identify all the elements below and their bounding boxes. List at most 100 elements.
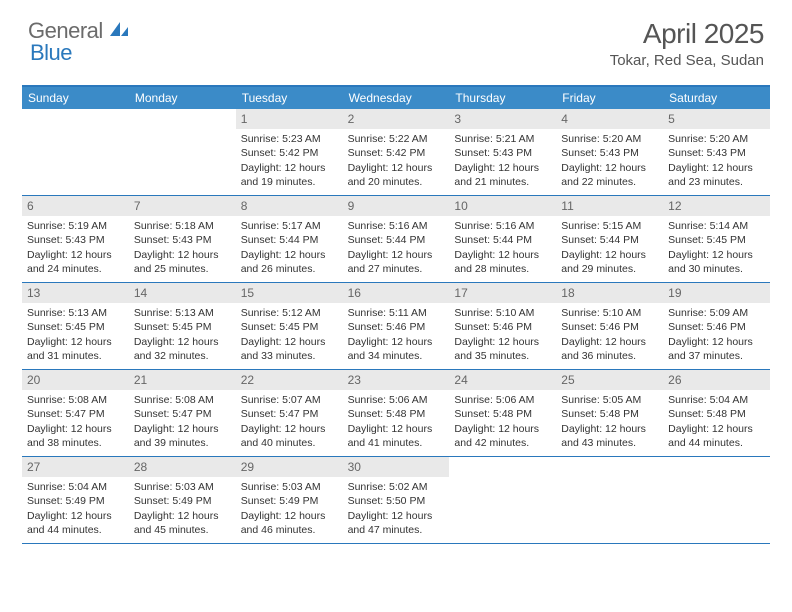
day-number: 18 — [556, 283, 663, 303]
day-cell: 2Sunrise: 5:22 AMSunset: 5:42 PMDaylight… — [343, 109, 450, 195]
sunrise-text: Sunrise: 5:17 AM — [241, 219, 338, 233]
sunset-text: Sunset: 5:44 PM — [348, 233, 445, 247]
daylight-text: Daylight: 12 hours and 39 minutes. — [134, 422, 231, 450]
daylight-text: Daylight: 12 hours and 28 minutes. — [454, 248, 551, 276]
sunrise-text: Sunrise: 5:04 AM — [27, 480, 124, 494]
daylight-text: Daylight: 12 hours and 46 minutes. — [241, 509, 338, 537]
sunrise-text: Sunrise: 5:12 AM — [241, 306, 338, 320]
day-cell: 24Sunrise: 5:06 AMSunset: 5:48 PMDayligh… — [449, 370, 556, 456]
sunrise-text: Sunrise: 5:13 AM — [27, 306, 124, 320]
sunset-text: Sunset: 5:43 PM — [561, 146, 658, 160]
day-number: 4 — [556, 109, 663, 129]
sunrise-text: Sunrise: 5:08 AM — [27, 393, 124, 407]
day-body: Sunrise: 5:08 AMSunset: 5:47 PMDaylight:… — [129, 390, 236, 454]
sunset-text: Sunset: 5:45 PM — [27, 320, 124, 334]
sunrise-text: Sunrise: 5:23 AM — [241, 132, 338, 146]
day-number: 7 — [129, 196, 236, 216]
day-cell: 17Sunrise: 5:10 AMSunset: 5:46 PMDayligh… — [449, 283, 556, 369]
daylight-text: Daylight: 12 hours and 43 minutes. — [561, 422, 658, 450]
sunrise-text: Sunrise: 5:15 AM — [561, 219, 658, 233]
weeks-container: ..1Sunrise: 5:23 AMSunset: 5:42 PMDaylig… — [22, 109, 770, 544]
logo-sail-icon — [108, 20, 130, 43]
day-number: 3 — [449, 109, 556, 129]
day-body: Sunrise: 5:05 AMSunset: 5:48 PMDaylight:… — [556, 390, 663, 454]
day-number: 5 — [663, 109, 770, 129]
day-cell: 19Sunrise: 5:09 AMSunset: 5:46 PMDayligh… — [663, 283, 770, 369]
sunset-text: Sunset: 5:47 PM — [134, 407, 231, 421]
day-body: Sunrise: 5:11 AMSunset: 5:46 PMDaylight:… — [343, 303, 450, 367]
day-cell: 8Sunrise: 5:17 AMSunset: 5:44 PMDaylight… — [236, 196, 343, 282]
daylight-text: Daylight: 12 hours and 33 minutes. — [241, 335, 338, 363]
day-number: 30 — [343, 457, 450, 477]
sunset-text: Sunset: 5:43 PM — [668, 146, 765, 160]
day-cell: 14Sunrise: 5:13 AMSunset: 5:45 PMDayligh… — [129, 283, 236, 369]
sunset-text: Sunset: 5:43 PM — [134, 233, 231, 247]
daylight-text: Daylight: 12 hours and 44 minutes. — [668, 422, 765, 450]
daylight-text: Daylight: 12 hours and 44 minutes. — [27, 509, 124, 537]
day-body: Sunrise: 5:04 AMSunset: 5:49 PMDaylight:… — [22, 477, 129, 541]
day-cell: . — [663, 457, 770, 543]
daylight-text: Daylight: 12 hours and 31 minutes. — [27, 335, 124, 363]
sunset-text: Sunset: 5:48 PM — [561, 407, 658, 421]
day-cell: 9Sunrise: 5:16 AMSunset: 5:44 PMDaylight… — [343, 196, 450, 282]
day-cell: . — [129, 109, 236, 195]
day-number: 21 — [129, 370, 236, 390]
daylight-text: Daylight: 12 hours and 34 minutes. — [348, 335, 445, 363]
day-number: 10 — [449, 196, 556, 216]
weekday-header: Sunday — [22, 87, 129, 109]
sunset-text: Sunset: 5:47 PM — [27, 407, 124, 421]
day-cell: 5Sunrise: 5:20 AMSunset: 5:43 PMDaylight… — [663, 109, 770, 195]
day-number: 2 — [343, 109, 450, 129]
day-body: Sunrise: 5:16 AMSunset: 5:44 PMDaylight:… — [343, 216, 450, 280]
location-text: Tokar, Red Sea, Sudan — [610, 52, 764, 69]
sunset-text: Sunset: 5:45 PM — [134, 320, 231, 334]
daylight-text: Daylight: 12 hours and 25 minutes. — [134, 248, 231, 276]
day-cell: 22Sunrise: 5:07 AMSunset: 5:47 PMDayligh… — [236, 370, 343, 456]
daylight-text: Daylight: 12 hours and 36 minutes. — [561, 335, 658, 363]
sunrise-text: Sunrise: 5:16 AM — [454, 219, 551, 233]
sunset-text: Sunset: 5:43 PM — [27, 233, 124, 247]
day-body: Sunrise: 5:17 AMSunset: 5:44 PMDaylight:… — [236, 216, 343, 280]
sunrise-text: Sunrise: 5:13 AM — [134, 306, 231, 320]
week-row: ..1Sunrise: 5:23 AMSunset: 5:42 PMDaylig… — [22, 109, 770, 196]
day-body: Sunrise: 5:19 AMSunset: 5:43 PMDaylight:… — [22, 216, 129, 280]
sunset-text: Sunset: 5:46 PM — [668, 320, 765, 334]
day-number: 27 — [22, 457, 129, 477]
weekday-header: Saturday — [663, 87, 770, 109]
week-row: 27Sunrise: 5:04 AMSunset: 5:49 PMDayligh… — [22, 457, 770, 544]
sunrise-text: Sunrise: 5:21 AM — [454, 132, 551, 146]
day-body: Sunrise: 5:09 AMSunset: 5:46 PMDaylight:… — [663, 303, 770, 367]
month-title: April 2025 — [610, 18, 764, 50]
sunrise-text: Sunrise: 5:18 AM — [134, 219, 231, 233]
logo-text-blue: Blue — [30, 40, 72, 65]
sunset-text: Sunset: 5:47 PM — [241, 407, 338, 421]
daylight-text: Daylight: 12 hours and 37 minutes. — [668, 335, 765, 363]
day-number: 12 — [663, 196, 770, 216]
sunrise-text: Sunrise: 5:09 AM — [668, 306, 765, 320]
day-body: Sunrise: 5:21 AMSunset: 5:43 PMDaylight:… — [449, 129, 556, 193]
day-cell: 7 Sunrise: 5:18 AMSunset: 5:43 PMDaylight… — [129, 196, 236, 282]
day-number: 19 — [663, 283, 770, 303]
daylight-text: Daylight: 12 hours and 35 minutes. — [454, 335, 551, 363]
day-number: 9 — [343, 196, 450, 216]
day-body: Sunrise: 5:08 AMSunset: 5:47 PMDaylight:… — [22, 390, 129, 454]
sunrise-text: Sunrise: 5:20 AM — [561, 132, 658, 146]
sunrise-text: Sunrise: 5:06 AM — [454, 393, 551, 407]
day-number: 15 — [236, 283, 343, 303]
sunset-text: Sunset: 5:45 PM — [668, 233, 765, 247]
sunset-text: Sunset: 5:46 PM — [561, 320, 658, 334]
sunrise-text: Sunrise: 5:10 AM — [454, 306, 551, 320]
sunrise-text: Sunrise: 5:06 AM — [348, 393, 445, 407]
header: General April 2025 Tokar, Red Sea, Sudan — [0, 0, 792, 75]
weekday-header: Tuesday — [236, 87, 343, 109]
week-row: 6Sunrise: 5:19 AMSunset: 5:43 PMDaylight… — [22, 196, 770, 283]
day-number: 29 — [236, 457, 343, 477]
daylight-text: Daylight: 12 hours and 41 minutes. — [348, 422, 445, 450]
day-body: Sunrise: 5:03 AMSunset: 5:49 PMDaylight:… — [129, 477, 236, 541]
day-body: Sunrise: 5:15 AMSunset: 5:44 PMDaylight:… — [556, 216, 663, 280]
day-body: Sunrise: 5:16 AMSunset: 5:44 PMDaylight:… — [449, 216, 556, 280]
day-cell: 11Sunrise: 5:15 AMSunset: 5:44 PMDayligh… — [556, 196, 663, 282]
day-body: Sunrise: 5:13 AMSunset: 5:45 PMDaylight:… — [129, 303, 236, 367]
sunrise-text: Sunrise: 5:16 AM — [348, 219, 445, 233]
sunset-text: Sunset: 5:46 PM — [348, 320, 445, 334]
